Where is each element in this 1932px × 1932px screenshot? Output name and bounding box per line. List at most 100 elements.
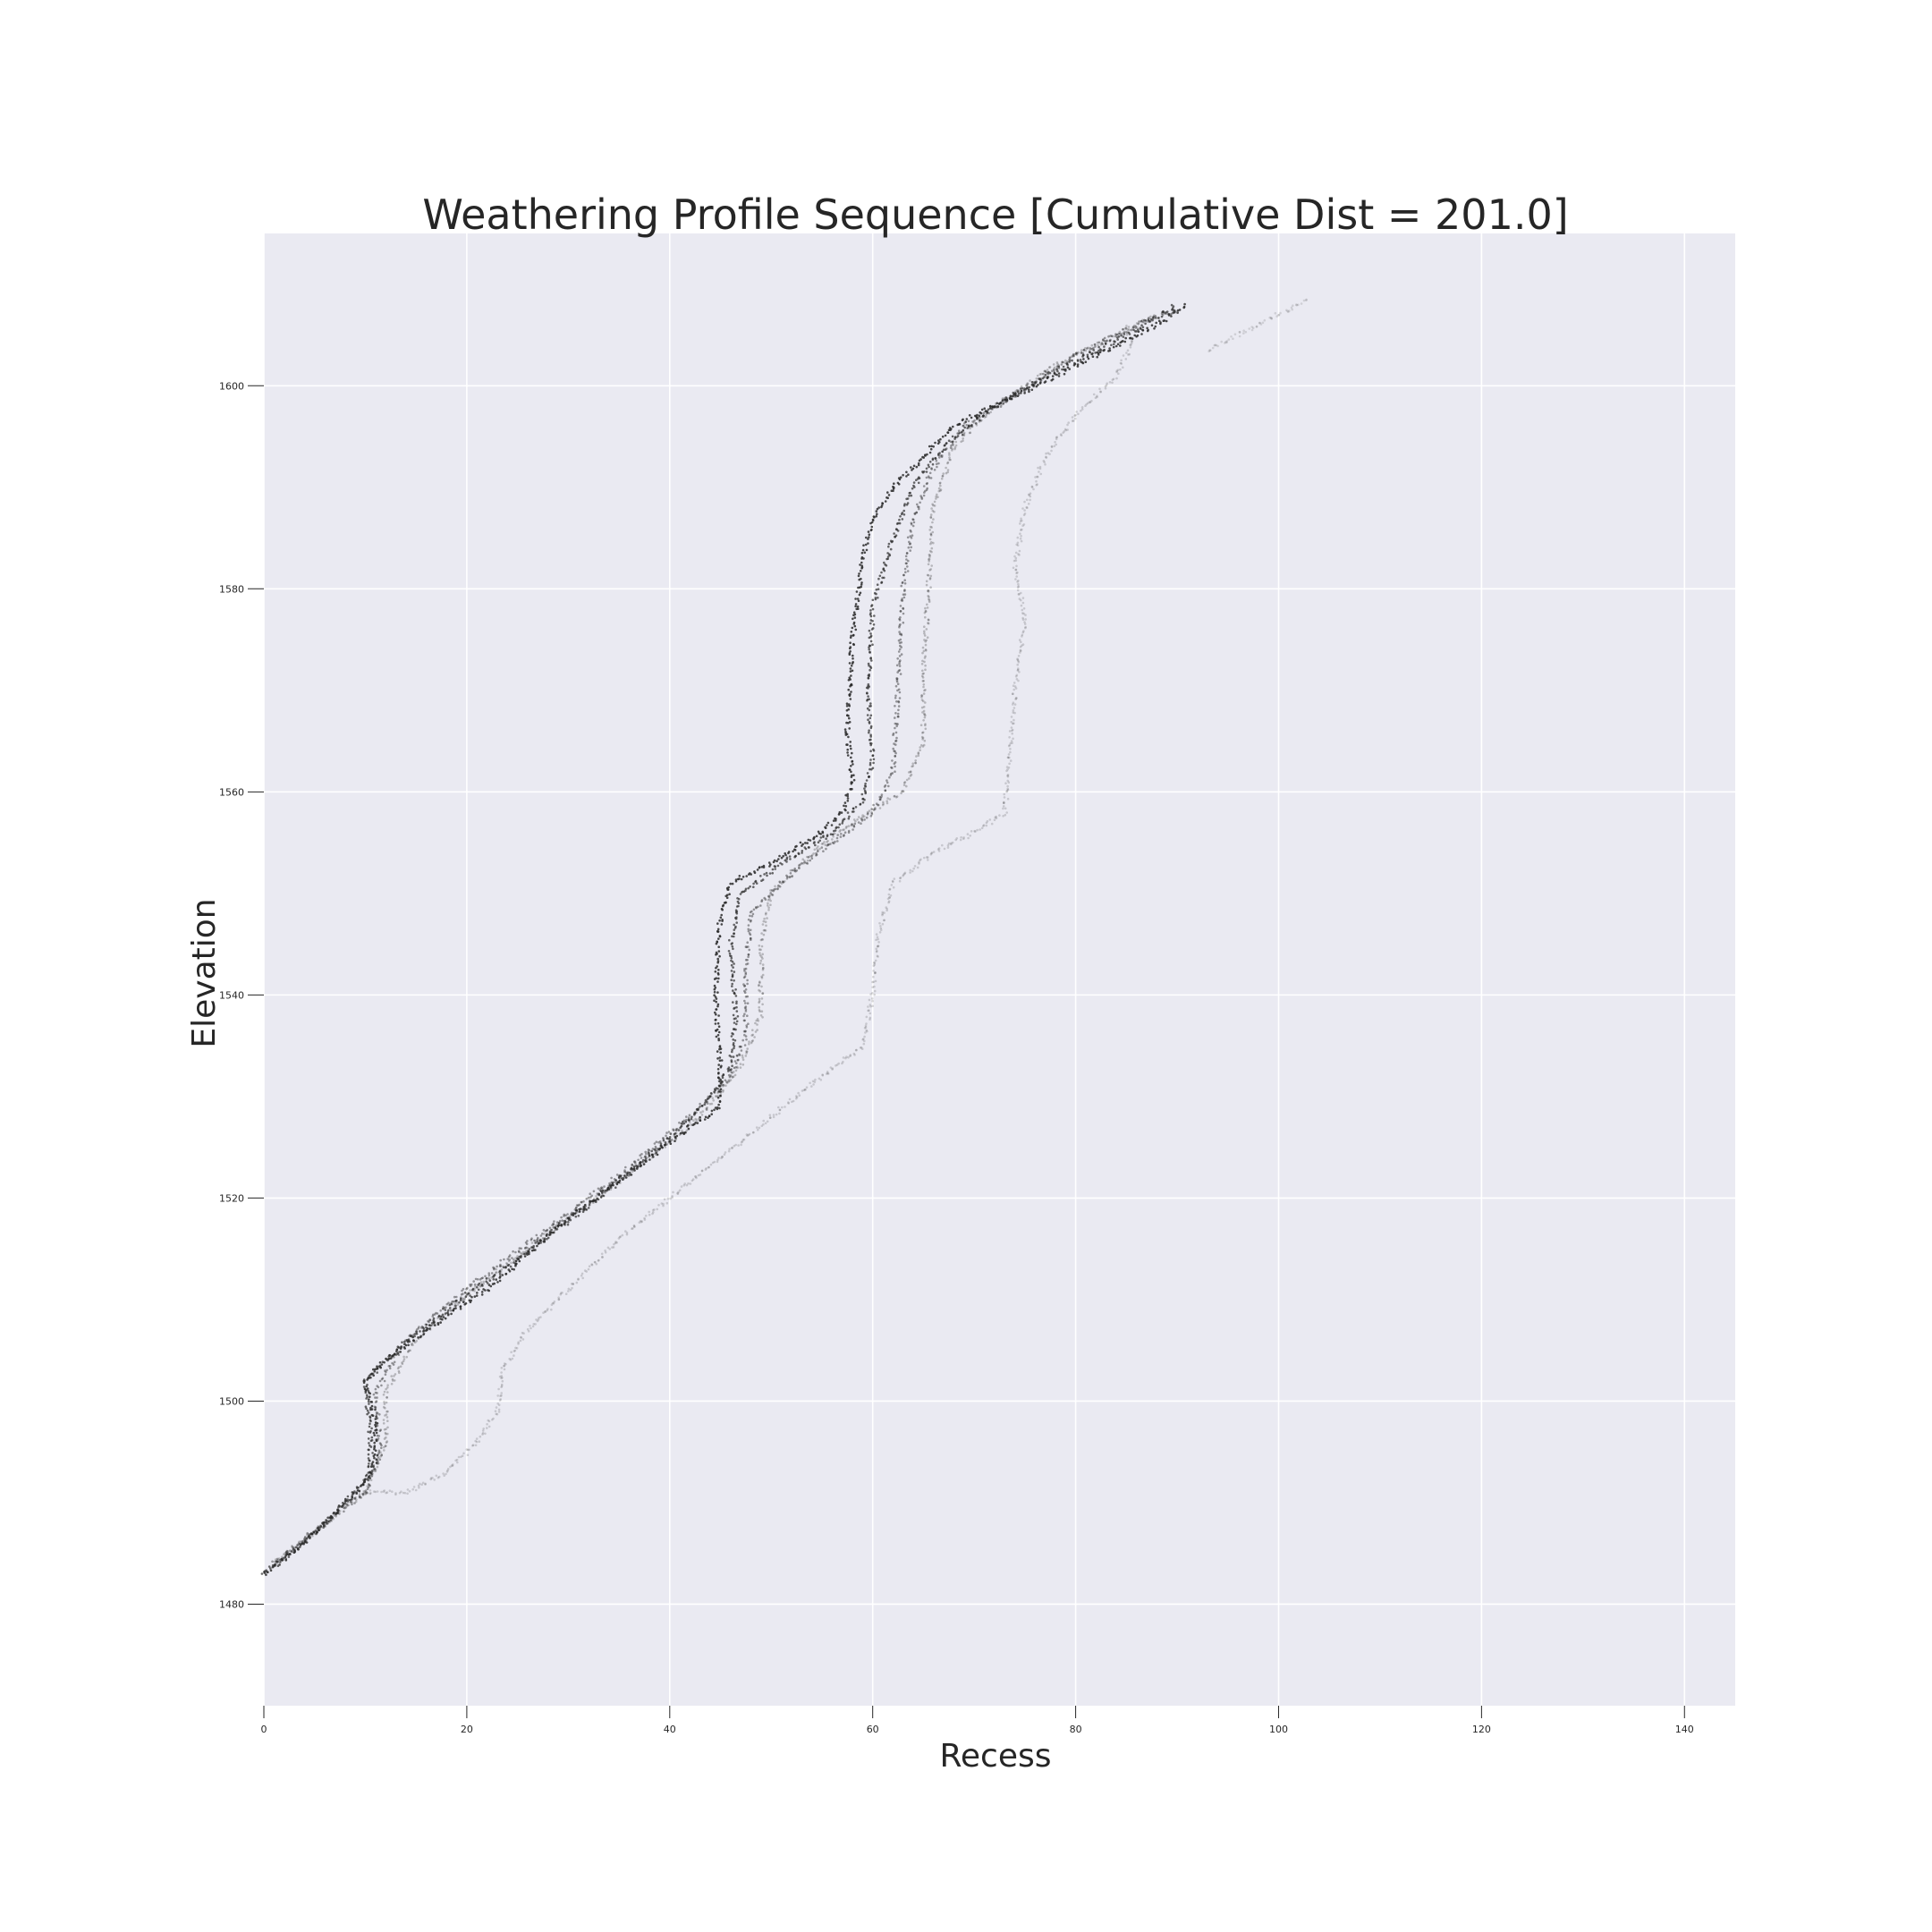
data-point [343, 1502, 347, 1504]
data-point [1131, 337, 1134, 340]
data-point [706, 1102, 709, 1105]
data-point [749, 872, 751, 875]
data-point [862, 1038, 865, 1040]
data-point [712, 1099, 715, 1102]
data-point [1106, 339, 1108, 343]
data-point [826, 834, 829, 836]
data-point [1009, 741, 1013, 745]
data-point [1103, 348, 1106, 352]
data-point [928, 555, 931, 558]
data-point [1152, 316, 1155, 319]
data-point [376, 1439, 379, 1442]
data-point [368, 1462, 370, 1465]
data-point [481, 1429, 485, 1432]
data-point [806, 842, 809, 844]
data-point [884, 784, 887, 787]
data-point [946, 462, 949, 465]
data-point [1115, 377, 1118, 380]
data-point [571, 1286, 573, 1290]
data-point [968, 431, 971, 435]
data-point [762, 919, 766, 923]
data-point [869, 1012, 872, 1015]
data-point [785, 877, 789, 880]
data-point [1101, 343, 1104, 346]
data-point [867, 811, 869, 815]
data-point [896, 657, 899, 660]
data-point [751, 1131, 755, 1134]
data-point [806, 862, 809, 865]
data-point [917, 752, 920, 755]
data-point [738, 1054, 741, 1056]
data-point [871, 519, 875, 522]
data-point [319, 1525, 323, 1528]
data-point [318, 1526, 320, 1529]
data-point [869, 1018, 871, 1021]
data-point [534, 1249, 537, 1251]
data-point [504, 1266, 507, 1269]
data-point [732, 1001, 734, 1004]
data-point [1118, 330, 1122, 334]
data-point [947, 439, 951, 443]
data-point [859, 591, 862, 595]
data-point [493, 1267, 496, 1271]
data-point [883, 576, 886, 580]
data-point [1089, 347, 1092, 351]
data-point [714, 1011, 716, 1014]
data-point [561, 1219, 564, 1222]
data-point [399, 1351, 402, 1353]
data-point [746, 995, 749, 998]
data-point [742, 976, 746, 979]
data-point [915, 465, 919, 469]
data-point [1020, 604, 1023, 607]
data-point [369, 1492, 372, 1495]
data-point [1111, 378, 1114, 381]
data-point [662, 1137, 665, 1140]
data-point [850, 691, 852, 693]
data-point [674, 1138, 678, 1141]
data-point [811, 1080, 815, 1083]
data-point [1016, 536, 1020, 539]
data-point [1092, 349, 1096, 352]
data-point [1008, 743, 1012, 747]
data-point [852, 807, 855, 810]
data-point [499, 1270, 503, 1274]
data-point [761, 968, 765, 971]
data-point [847, 735, 850, 739]
data-point [892, 733, 894, 736]
data-point [1012, 684, 1015, 687]
data-point [384, 1369, 386, 1372]
data-point [738, 1045, 741, 1048]
data-point [1297, 303, 1300, 307]
data-point [743, 991, 747, 994]
data-point [1021, 635, 1023, 638]
data-point [539, 1241, 542, 1244]
data-point [369, 1408, 372, 1411]
data-point [869, 741, 872, 745]
data-point [717, 1014, 720, 1017]
data-point [869, 758, 872, 761]
data-point [617, 1176, 621, 1179]
data-point [482, 1428, 485, 1430]
data-point [703, 1118, 707, 1121]
data-point [730, 1068, 733, 1071]
data-point [618, 1175, 621, 1178]
data-point [632, 1160, 636, 1163]
data-point [897, 699, 900, 703]
data-point [897, 650, 901, 653]
data-point [968, 414, 971, 417]
data-point [871, 999, 874, 1003]
data-point [797, 852, 801, 855]
data-point [496, 1281, 499, 1284]
data-point [629, 1172, 631, 1174]
data-point [884, 789, 887, 792]
data-point [1074, 413, 1077, 417]
data-point [1238, 330, 1241, 334]
data-point [921, 673, 924, 675]
data-point [985, 821, 988, 825]
data-point [843, 818, 846, 820]
data-point [1137, 330, 1140, 334]
data-point [525, 1242, 529, 1246]
data-point [466, 1292, 470, 1294]
data-point [875, 510, 878, 513]
data-point [922, 485, 926, 487]
